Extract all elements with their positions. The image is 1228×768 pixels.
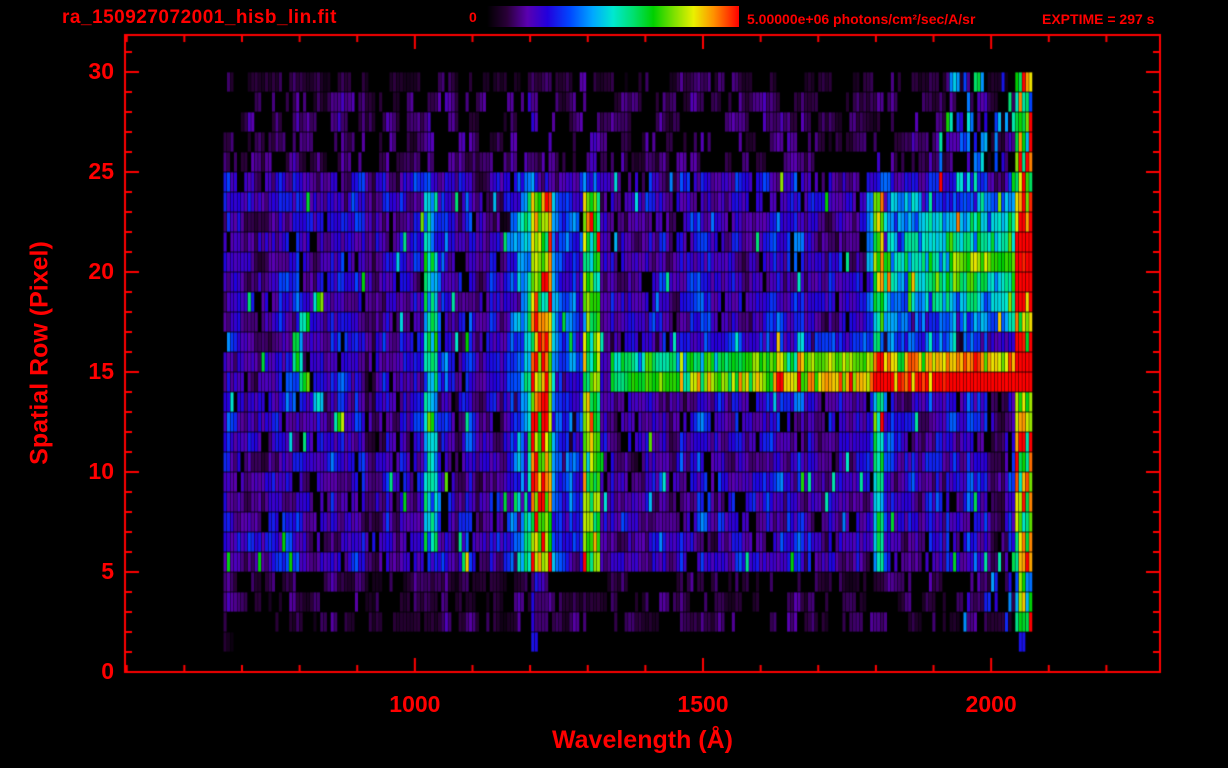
x-axis-title: Wavelength (Å) [551,726,734,754]
y-tick-label: 15 [88,358,114,384]
colorbar-min-label: 0 [469,9,477,25]
x-tick-label: 1500 [677,691,729,717]
x-tick-label: 1000 [389,691,441,717]
y-tick-label: 30 [88,58,114,84]
y-tick-label: 5 [101,558,114,584]
exptime-label: EXPTIME = 297 s [1042,11,1155,27]
colorbar-gradient [487,6,739,27]
x-tick-label: 2000 [965,691,1017,717]
y-tick-label: 25 [88,158,114,184]
filename-label: ra_150927072001_hisb_lin.fit [62,7,337,28]
y-tick-label: 0 [101,658,114,684]
y-tick-label: 20 [88,258,114,284]
colorbar-max-label: 5.00000e+06 photons/cm²/sec/A/sr [747,11,976,27]
y-tick-label: 10 [88,458,114,484]
